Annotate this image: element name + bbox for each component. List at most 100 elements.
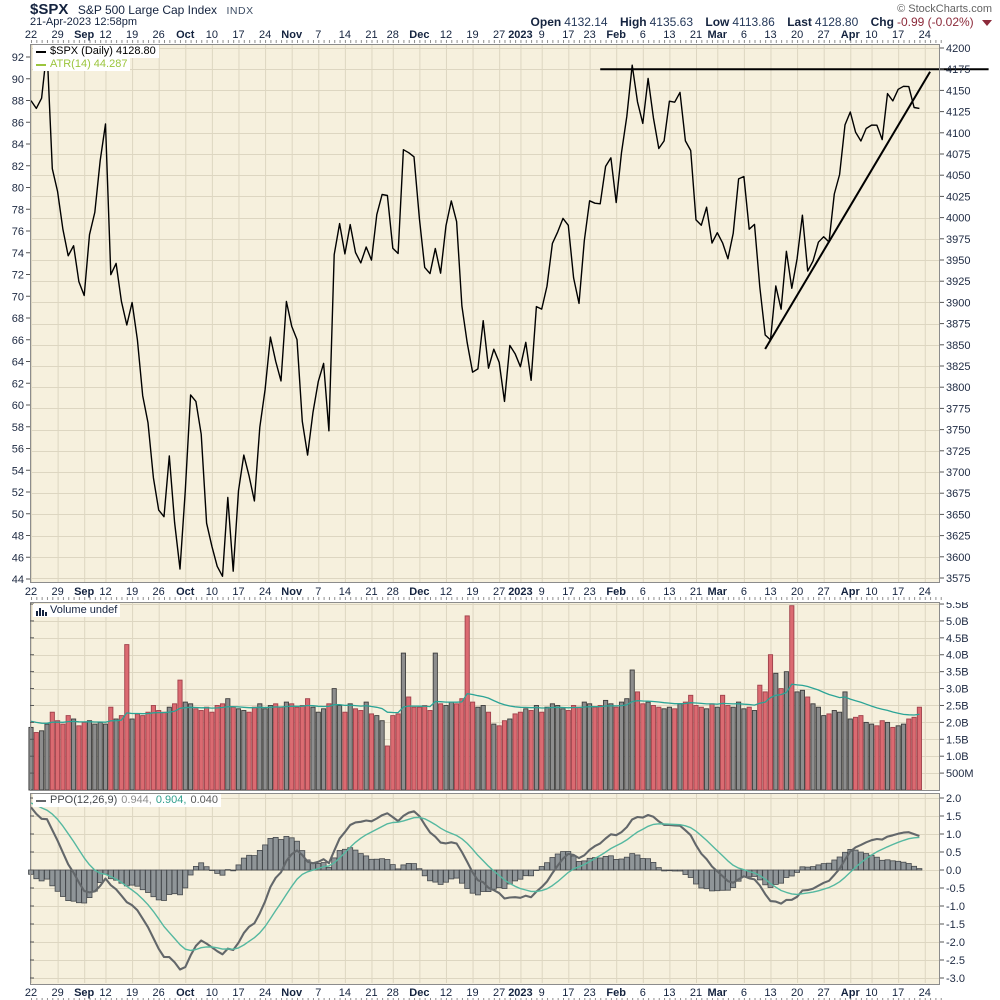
chg-down-triangle-icon[interactable] (982, 19, 992, 26)
ppo-histogram-bar (474, 869, 481, 896)
ppo-histogram-bar (709, 869, 715, 892)
volume-bar (539, 711, 545, 791)
ppo-histogram-bar (517, 869, 524, 880)
volume-bar (161, 711, 167, 791)
ppo-histogram-bar (639, 858, 646, 871)
volume-bar (778, 688, 784, 791)
last-label: Last (787, 15, 812, 29)
volume-bar (400, 652, 406, 791)
date-label: 19 (466, 29, 478, 41)
volume-bar (406, 696, 412, 791)
date-label: 27 (818, 29, 830, 41)
date-label: Dec (409, 29, 429, 41)
volume-bar (193, 708, 199, 791)
ppo-histogram-bar (192, 866, 199, 871)
right-axis-label: 3925 (946, 276, 970, 288)
volume-bar (129, 718, 135, 791)
volume-bar (751, 710, 758, 791)
date-label: 19 (466, 586, 478, 598)
volume-bar (640, 703, 646, 791)
volume-bar (198, 710, 204, 791)
ppo-histogram-bar (693, 869, 699, 885)
ppo-histogram-bar (826, 862, 832, 871)
volume-bar (416, 706, 422, 791)
ppo-line-swatch-icon (36, 799, 46, 802)
right-axis-label: 3950 (946, 255, 970, 267)
left-axis-label: 92 (12, 52, 24, 64)
date-label: 10 (206, 586, 218, 598)
ppo-histogram-bar (874, 856, 880, 871)
date-label: 23 (583, 987, 595, 999)
ppo-histogram-bar (421, 869, 428, 877)
ppo-histogram-bar (863, 853, 870, 871)
volume-bar (592, 706, 598, 791)
ppo-histogram-bar (804, 866, 811, 871)
volume-bar (597, 705, 603, 791)
volume-bar (225, 698, 231, 791)
volume-bar (762, 691, 768, 791)
atr-legend: ATR(14) 44.287 (33, 58, 131, 71)
volume-bar (363, 701, 369, 791)
date-label: 23 (583, 29, 595, 41)
ppo-histogram-bar (666, 869, 673, 872)
ppo-histogram-bar (347, 847, 354, 871)
right-axis-label: 3.5B (946, 667, 969, 679)
right-axis-label: 500M (946, 768, 974, 780)
ppo-histogram (28, 836, 923, 904)
volume-bar (677, 703, 683, 791)
low-value: 4113.86 (732, 15, 775, 29)
ppo-histogram-bar (395, 868, 402, 871)
ppo-histogram-bar (905, 863, 912, 871)
volume-bar (853, 716, 859, 791)
date-label: 27 (818, 586, 830, 598)
right-axis-label: 4.0B (946, 650, 969, 662)
volume-bar (704, 708, 710, 791)
volume-bar (326, 703, 332, 791)
volume-bar (767, 654, 774, 791)
left-axis-label: 88 (12, 96, 24, 108)
ppo-histogram-bar (416, 868, 423, 871)
right-axis-label: 2.5B (946, 700, 969, 712)
ppo-histogram-bar (427, 869, 433, 882)
volume-bar (858, 715, 864, 791)
high-label: High (619, 15, 647, 29)
ppo-histogram-bar (187, 869, 194, 876)
right-axis-label: 4050 (946, 170, 970, 182)
left-axis-label: 50 (12, 509, 24, 521)
date-label: 24 (919, 29, 931, 41)
volume-bar (230, 706, 236, 791)
ppo-histogram-bar (703, 869, 710, 890)
ppo-value-3: 0.040 (190, 794, 218, 806)
volume-bar (666, 706, 672, 791)
ppo-histogram-bar (44, 869, 50, 880)
ppo-histogram-bar (464, 869, 471, 889)
right-axis-label: 2.0 (946, 793, 961, 805)
ppo-value-1: 0.944, (121, 794, 152, 806)
date-label: 24 (259, 987, 271, 999)
date-label: 13 (764, 987, 776, 999)
right-axis-label: 3600 (946, 552, 970, 564)
volume-bar (39, 730, 45, 791)
ppo-histogram-bar (357, 853, 364, 871)
ppo-histogram-bar (251, 855, 258, 871)
volume-bar (688, 694, 694, 791)
left-axis-label: 44 (12, 574, 24, 584)
volume-bar (182, 701, 188, 791)
right-axis-label: 3700 (946, 467, 970, 479)
atr-legend-text: ATR(14) 44.287 (50, 58, 128, 70)
ppo-histogram-bar (224, 869, 231, 871)
volume-bar (464, 615, 470, 791)
date-label: 28 (387, 29, 399, 41)
date-label: 10 (865, 29, 877, 41)
date-label: 9 (539, 987, 545, 999)
left-axis-label: 60 (12, 400, 24, 412)
date-label: 12 (440, 586, 452, 598)
ppo-histogram-bar (352, 849, 359, 871)
date-label: 17 (232, 987, 244, 999)
left-axis-label: 54 (12, 465, 24, 477)
volume-bar (273, 703, 279, 791)
date-label: 20 (791, 29, 803, 41)
volume-bar (71, 718, 77, 791)
ppo-histogram-bar (49, 869, 56, 887)
left-axis-label: 74 (12, 248, 24, 260)
